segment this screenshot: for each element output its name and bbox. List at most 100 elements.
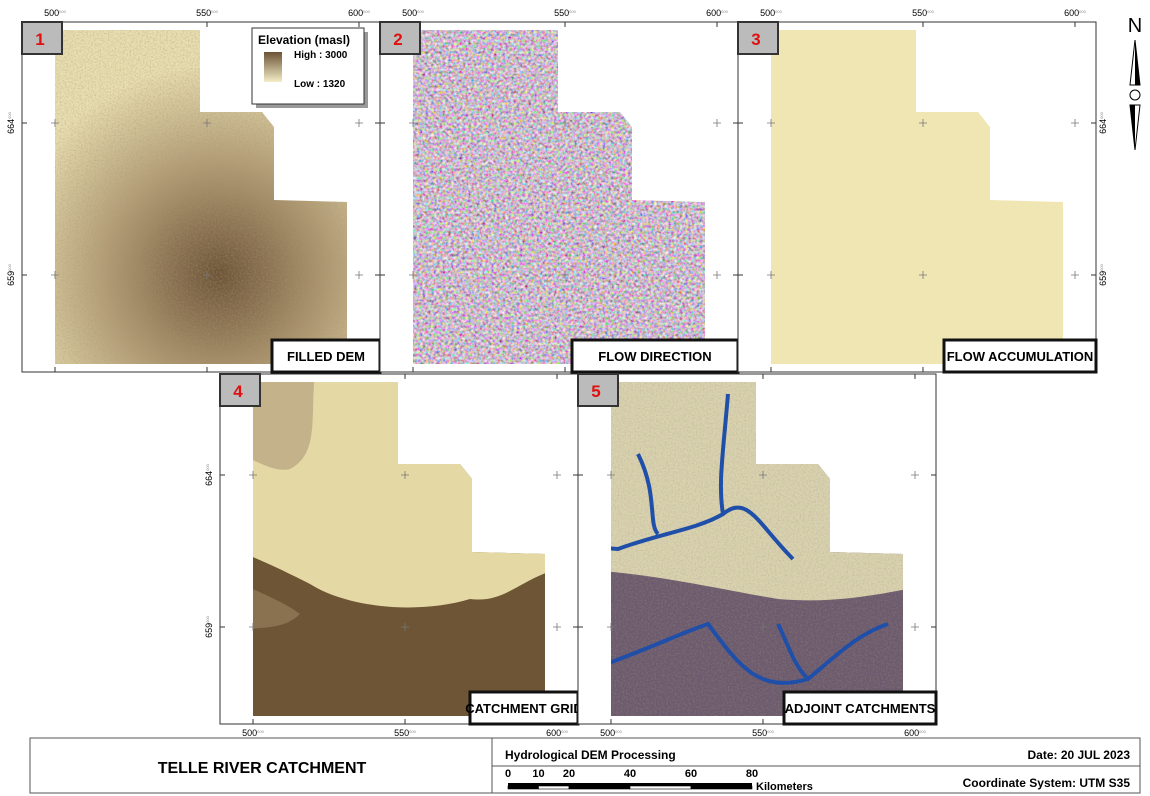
y-tick-suffix: 000: [1099, 263, 1104, 270]
north-arrow: N: [1128, 15, 1142, 150]
x-tick-label: 550000: [752, 728, 774, 738]
panel-number: 2: [393, 30, 402, 49]
panel-number: 5: [591, 382, 600, 401]
x-tick-value: 500: [44, 8, 59, 18]
x-tick-value: 500: [760, 8, 775, 18]
x-tick-suffix: 000: [775, 9, 782, 14]
x-tick-value: 550: [554, 8, 569, 18]
panel-number: 3: [751, 30, 760, 49]
panel-label: ADJOINT CATCHMENTS: [785, 701, 936, 716]
x-tick-value: 600: [1064, 8, 1079, 18]
x-tick-value: 600: [904, 728, 919, 738]
x-tick-value: 600: [546, 728, 561, 738]
scale-label: 0: [505, 768, 511, 780]
legend-low: Low : 1320: [294, 79, 346, 90]
y-tick-value: 664: [6, 119, 16, 134]
x-tick-label: 600000: [348, 8, 370, 18]
x-tick-label: 600000: [1064, 8, 1086, 18]
x-tick-suffix: 000: [417, 9, 424, 14]
scale-segment: [539, 783, 570, 786]
scale-segment: [630, 786, 691, 789]
panel-label: FILLED DEM: [287, 349, 365, 364]
scale-label: 80: [746, 768, 758, 780]
x-tick-value: 550: [394, 728, 409, 738]
x-tick-suffix: 000: [767, 729, 774, 734]
x-tick-label: 550000: [196, 8, 218, 18]
legend-high: High : 3000: [294, 50, 348, 61]
x-tick-value: 600: [348, 8, 363, 18]
y-tick-value: 664: [204, 471, 214, 486]
scale-label: 10: [532, 768, 544, 780]
x-tick-value: 600: [706, 8, 721, 18]
scale-segment: [630, 783, 691, 786]
y-tick-label: 664000: [1098, 111, 1108, 133]
y-tick-value: 664: [1098, 119, 1108, 134]
x-tick-value: 550: [912, 8, 927, 18]
x-tick-value: 500: [242, 728, 257, 738]
scale-segment: [569, 783, 630, 786]
y-tick-label: 659000: [204, 615, 214, 637]
x-tick-suffix: 000: [561, 729, 568, 734]
map-layout: 5000005500006000006640006590001FILLED DE…: [0, 0, 1150, 796]
y-tick-suffix: 000: [7, 263, 12, 270]
y-tick-label: 664000: [6, 111, 16, 133]
x-tick-suffix: 000: [363, 9, 370, 14]
x-tick-label: 500000: [600, 728, 622, 738]
panel-number: 4: [233, 382, 243, 401]
x-tick-label: 500000: [44, 8, 66, 18]
x-tick-suffix: 000: [1079, 9, 1086, 14]
map-panel: 5000005500006000006640006590001FILLED DE…: [6, 8, 380, 372]
panel-label: FLOW ACCUMULATION: [947, 349, 1094, 364]
panel-number: 1: [35, 30, 44, 49]
x-tick-suffix: 000: [615, 729, 622, 734]
x-tick-suffix: 000: [59, 9, 66, 14]
y-tick-label: 664000: [204, 463, 214, 485]
x-tick-label: 550000: [394, 728, 416, 738]
y-tick-value: 659: [6, 271, 16, 286]
x-tick-label: 600000: [546, 728, 568, 738]
y-tick-label: 659000: [1098, 263, 1108, 285]
scale-segment: [539, 786, 570, 789]
x-tick-label: 550000: [912, 8, 934, 18]
scale-label: 40: [624, 768, 636, 780]
map-panel: 5000005500006000006640006590004CATCHMENT…: [204, 374, 583, 738]
scale-segment: [569, 786, 630, 789]
x-tick-suffix: 000: [211, 9, 218, 14]
x-tick-value: 500: [402, 8, 417, 18]
x-tick-suffix: 000: [569, 9, 576, 14]
scale-segment: [691, 786, 752, 789]
legend-title: Elevation (masl): [258, 33, 350, 47]
x-tick-label: 500000: [402, 8, 424, 18]
x-tick-value: 550: [196, 8, 211, 18]
scale-segment: [691, 783, 752, 786]
y-tick-suffix: 000: [7, 111, 12, 118]
x-tick-value: 550: [752, 728, 767, 738]
north-label: N: [1128, 15, 1142, 37]
panel-label: CATCHMENT GRID: [465, 701, 582, 716]
y-tick-suffix: 000: [1099, 111, 1104, 118]
y-tick-label: 659000: [6, 263, 16, 285]
scale-label: 60: [685, 768, 697, 780]
x-tick-suffix: 000: [721, 9, 728, 14]
x-tick-label: 550000: [554, 8, 576, 18]
x-tick-label: 600000: [706, 8, 728, 18]
x-tick-value: 500: [600, 728, 615, 738]
scale-segment: [508, 786, 539, 789]
x-tick-suffix: 000: [919, 729, 926, 734]
y-tick-suffix: 000: [205, 463, 210, 470]
x-tick-suffix: 000: [409, 729, 416, 734]
coordinate-system: Coordinate System: UTM S35: [963, 776, 1131, 790]
legend-ramp: [264, 52, 282, 82]
x-tick-suffix: 000: [927, 9, 934, 14]
x-tick-label: 600000: [904, 728, 926, 738]
scale-label: 20: [563, 768, 575, 780]
y-tick-value: 659: [204, 623, 214, 638]
y-tick-value: 659: [1098, 271, 1108, 286]
y-tick-suffix: 000: [205, 615, 210, 622]
footer-date: Date: 20 JUL 2023: [1027, 748, 1130, 762]
scale-segment: [508, 783, 539, 786]
